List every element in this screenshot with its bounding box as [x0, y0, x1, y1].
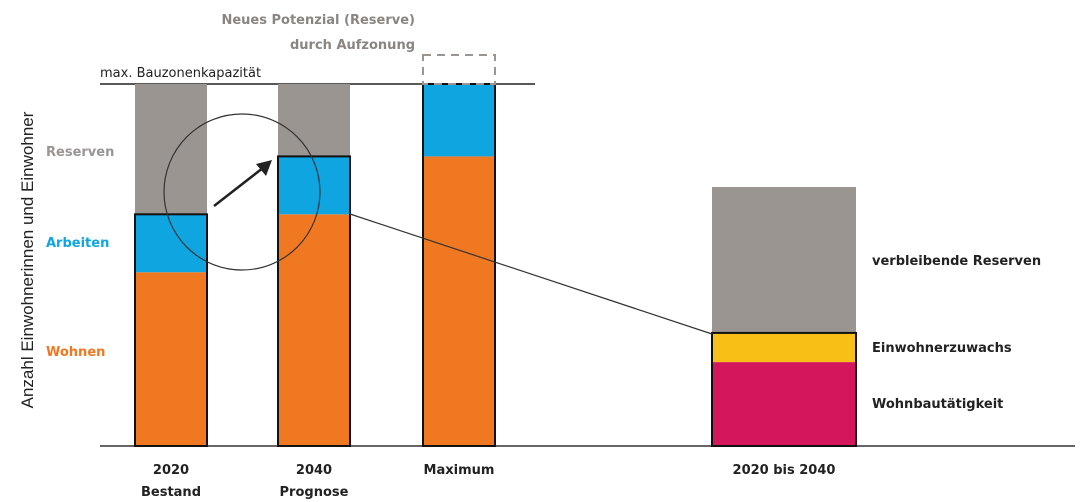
bar-arbeiten-2: [278, 156, 350, 215]
new-potential-box: [422, 54, 496, 85]
detail-segment-1: [712, 362, 856, 446]
legend-arbeiten: Arbeiten: [46, 236, 109, 251]
bar-reserven-2: [278, 84, 350, 157]
legend-wohnen: Wohnen: [46, 345, 105, 360]
category-label-2: 2040: [296, 463, 332, 478]
highlight-circle: [163, 113, 321, 271]
detail-label-2: Einwohnerzuwachs: [872, 341, 1012, 356]
connector-line: [349, 213, 713, 335]
legend-reserven: Reserven: [46, 145, 114, 160]
category-sublabel-2: Prognose: [280, 485, 349, 500]
detail-segment-2: [712, 332, 856, 363]
category-labels: 2020 Bestand 2040 Prognose Maximum: [141, 463, 494, 500]
bar-wohnen-3: [423, 156, 495, 446]
category-label-1: 2020: [153, 463, 189, 478]
category-label-3: Maximum: [424, 463, 495, 478]
detail-label-1: Wohnbautätigkeit: [872, 397, 1003, 412]
bar-outline-2: [277, 155, 351, 447]
new-potential-label-line2: durch Aufzonung: [290, 38, 415, 53]
bar-reserven-1: [135, 84, 207, 215]
new-potential-label-line1: Neues Potenzial (Reserve): [221, 13, 415, 28]
capacity-label: max. Bauzonenkapazität: [100, 66, 261, 81]
bar-arbeiten-3: [423, 84, 495, 157]
growth-arrow: [213, 163, 269, 207]
y-axis-label: Anzahl Einwohnerinnen und Einwohner: [18, 111, 37, 408]
bar-wohnen-2: [278, 214, 350, 446]
category-sublabel-1: Bestand: [141, 485, 201, 500]
bar-wohnen-1: [135, 272, 207, 446]
detail-category-label: 2020 bis 2040: [733, 463, 836, 478]
detail-label-3: verbleibende Reserven: [872, 254, 1041, 269]
detail-bar: Wohnbautätigkeit Einwohnerzuwachs verbleib…: [711, 187, 1041, 478]
detail-segment-3: [712, 187, 856, 333]
growth-arrow-head: [256, 160, 272, 176]
legend: Wohnen Arbeiten Reserven: [46, 145, 114, 360]
detail-outline: [711, 331, 857, 448]
bar-outline-3: [422, 83, 496, 447]
bar-outline-1: [134, 213, 208, 447]
bars: [134, 54, 496, 447]
